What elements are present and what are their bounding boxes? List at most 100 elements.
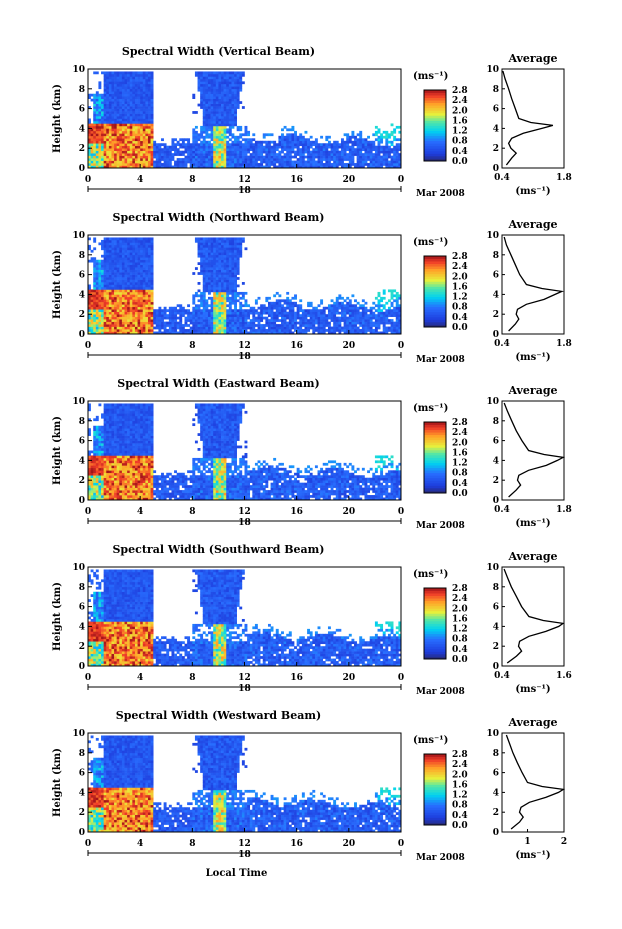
heatmap-cell — [252, 316, 256, 320]
heatmap-cell — [278, 324, 282, 327]
heatmap-cell — [210, 83, 214, 87]
heatmap-cell — [312, 324, 316, 327]
heatmap-cell — [88, 153, 91, 156]
heatmap-cell — [270, 319, 274, 322]
heatmap-cell — [194, 133, 198, 137]
heatmap-cell — [168, 150, 172, 154]
heatmap-cell — [395, 296, 399, 300]
heatmap-cell — [137, 294, 141, 298]
heatmap-cell — [90, 123, 94, 127]
heatmap-cell — [322, 143, 326, 147]
heatmap-cell — [158, 311, 162, 315]
heatmap-cell — [210, 311, 214, 315]
heatmap-cell — [262, 133, 266, 137]
colorbar-segment — [424, 155, 446, 159]
heatmap-cell — [234, 319, 237, 322]
heatmap-cell — [103, 291, 107, 295]
heatmap-cell — [150, 101, 154, 104]
heatmap-cell — [127, 249, 131, 253]
heatmap-cell — [369, 311, 373, 315]
heatmap-cell — [221, 237, 224, 241]
heatmap-cell — [374, 329, 378, 332]
heatmap-cell — [142, 86, 146, 90]
heatmap-cell — [142, 331, 146, 335]
heatmap-cell — [108, 155, 112, 159]
heatmap-cell — [98, 158, 102, 161]
heatmap-cell — [247, 150, 251, 154]
heatmap-cell — [95, 113, 99, 117]
heatmap-cell — [377, 150, 381, 154]
heatmap-cell — [228, 279, 232, 283]
heatmap-cell — [265, 309, 269, 313]
avg-x-tick-label: 0.4 — [494, 173, 510, 183]
heatmap-cell — [205, 118, 209, 122]
heatmap-cell — [158, 309, 162, 313]
heatmap-cell — [361, 309, 365, 313]
heatmap-cell — [114, 309, 117, 313]
heatmap-cell — [158, 324, 162, 327]
heatmap-cell — [205, 91, 209, 95]
heatmap-cell — [281, 138, 284, 142]
heatmap-cell — [304, 316, 308, 320]
colorbar-segment — [424, 294, 446, 297]
heatmap-cell — [202, 259, 206, 263]
heatmap-cell — [108, 296, 112, 300]
heatmap-cell — [119, 286, 123, 290]
heatmap-cell — [312, 314, 316, 317]
heatmap-cell — [387, 160, 391, 164]
heatmap-cell — [333, 331, 337, 335]
heatmap-cell — [161, 158, 164, 161]
heatmap-cell — [210, 148, 214, 151]
heatmap-cell — [213, 111, 217, 114]
heatmap-cell — [174, 316, 177, 320]
heatmap-cell — [213, 294, 217, 298]
heatmap-cell — [210, 254, 214, 258]
heatmap-cell — [327, 321, 331, 325]
heatmap-cell — [226, 242, 230, 246]
heatmap-cell — [234, 244, 237, 248]
heatmap-cell — [103, 120, 107, 124]
heatmap-cell — [137, 259, 141, 263]
heatmap-cell — [299, 160, 303, 164]
heatmap-cell — [202, 73, 206, 77]
heatmap-cell — [236, 83, 240, 87]
heatmap-cell — [228, 101, 232, 104]
heatmap-cell — [299, 331, 303, 335]
heatmap-cell — [218, 135, 222, 139]
heatmap-cell — [106, 135, 110, 139]
heatmap-cell — [398, 324, 402, 327]
heatmap-cell — [239, 145, 243, 149]
heatmap-cell — [320, 135, 324, 139]
heatmap-cell — [226, 311, 230, 315]
heatmap-cell — [348, 135, 352, 139]
heatmap-cell — [221, 324, 224, 327]
heatmap-cell — [288, 321, 292, 325]
heatmap-cell — [241, 319, 245, 322]
heatmap-cell — [210, 272, 214, 275]
heatmap-cell — [213, 264, 217, 268]
heatmap-cell — [374, 321, 378, 325]
heatmap-cell — [327, 309, 331, 313]
heatmap-cell — [127, 73, 131, 77]
heatmap-cell — [205, 153, 209, 156]
heatmap-cell — [226, 316, 230, 320]
heatmap-cell — [228, 319, 232, 322]
heatmap-cell — [369, 163, 373, 166]
heatmap-cell — [145, 101, 149, 104]
heatmap-cell — [215, 98, 219, 102]
heatmap-cell — [202, 294, 206, 298]
heatmap-cell — [90, 150, 94, 154]
heatmap-cell — [95, 120, 99, 124]
heatmap-cell — [95, 282, 99, 285]
heatmap-cell — [140, 306, 144, 310]
heatmap-cell — [244, 148, 248, 151]
heatmap-cell — [184, 319, 188, 322]
heatmap-cell — [343, 133, 347, 137]
heatmap-cell — [221, 165, 224, 169]
heatmap-cell — [338, 160, 342, 164]
heatmap-cell — [252, 311, 256, 315]
heatmap-cell — [226, 158, 230, 161]
heatmap-cell — [223, 262, 227, 265]
heatmap-cell — [387, 311, 391, 315]
heatmap-cell — [106, 91, 110, 95]
